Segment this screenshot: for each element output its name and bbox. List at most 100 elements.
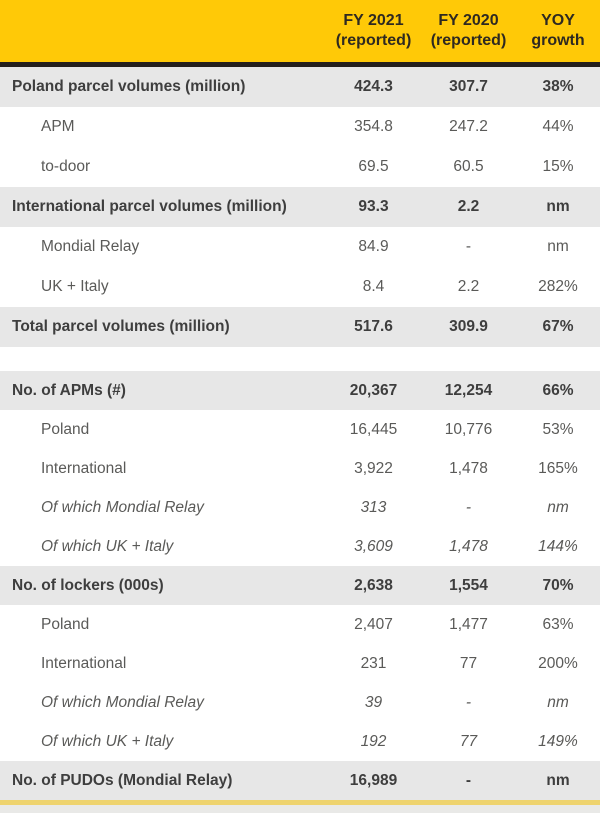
cell-fy2021: 69.5 (358, 158, 389, 175)
cell-fy2021: 16,989 (349, 771, 398, 789)
cell-yoy: 144% (538, 537, 578, 555)
column-header-fy2021-line1: FY 2021 (343, 11, 404, 29)
cell-fy2020: 1,478 (449, 459, 488, 477)
row-label: Poland (41, 420, 90, 438)
cell-yoy: 282% (538, 278, 578, 295)
column-header-yoy-line2: growth (531, 32, 585, 49)
row-label: UK + Italy (41, 278, 109, 295)
cell-yoy: nm (546, 771, 570, 789)
cell-yoy: 165% (538, 459, 578, 477)
cell-fy2021: 16,445 (349, 420, 398, 438)
row-label: International (41, 459, 127, 477)
table-row: No. of APMs (#) 20,367 12,254 66% (0, 371, 600, 410)
cell-fy2020: 77 (459, 732, 478, 750)
row-label: Total parcel volumes (million) (12, 318, 230, 335)
table-section-network: No. of APMs (#) 20,367 12,254 66% Poland 16,4… (0, 371, 600, 800)
table-row: Poland parcel volumes (million) 424.3 307.… (0, 67, 600, 107)
table-row: International 231 77 200% (0, 644, 600, 683)
cell-fy2020: 1,554 (449, 576, 488, 594)
cell-fy2021: 84.9 (358, 238, 389, 255)
row-label: Poland parcel volumes (million) (12, 78, 246, 95)
table-row: UK + Italy 8.4 2.2 282% (0, 267, 600, 307)
table-row: APM 354.8 247.2 44% (0, 107, 600, 147)
cell-fy2020: 2.2 (457, 278, 480, 295)
table-row: Of which Mondial Relay 313 - nm (0, 488, 600, 527)
header-divider (0, 62, 600, 67)
cell-fy2021: 3,922 (354, 459, 393, 477)
row-label: Of which Mondial Relay (41, 498, 204, 516)
row-label: to-door (41, 158, 91, 175)
cell-fy2020: 10,776 (444, 420, 493, 438)
table-section-parcel-volumes: Poland parcel volumes (million) 424.3 307.… (0, 67, 600, 347)
cell-fy2020: 60.5 (453, 158, 484, 175)
cell-fy2020: - (465, 693, 472, 711)
cell-fy2020: 77 (459, 654, 478, 672)
table-row: Mondial Relay 84.9 - nm (0, 227, 600, 267)
cell-fy2021: 192 (360, 732, 387, 750)
column-header-fy2020-line1: FY 2020 (438, 11, 499, 29)
table-row: No. of PUDOs (Mondial Relay) 16,989 - nm (0, 761, 600, 800)
cell-fy2021: 2,407 (354, 615, 393, 633)
cell-yoy: 67% (542, 318, 574, 335)
cell-yoy: nm (546, 198, 570, 215)
row-label: International (41, 654, 127, 672)
cell-fy2020: 247.2 (449, 118, 488, 135)
table-row: Of which UK + Italy 192 77 149% (0, 722, 600, 761)
table-row: Total parcel volumes (million) 517.6 309.9… (0, 307, 600, 347)
cell-fy2021: 231 (360, 654, 387, 672)
cell-yoy: 66% (542, 381, 574, 399)
cell-yoy: nm (547, 498, 569, 516)
row-label: No. of PUDOs (Mondial Relay) (12, 771, 233, 789)
table-row: Of which UK + Italy 3,609 1,478 144% (0, 527, 600, 566)
table-header: FY 2021 (reported) FY 2020 (reported) YO… (0, 0, 600, 62)
column-header-yoy-line1: YOY (541, 11, 575, 29)
cell-yoy: 53% (542, 420, 574, 438)
cell-fy2021: 424.3 (354, 78, 393, 95)
column-header-fy2020: FY 2020 (reported) (421, 11, 516, 52)
column-header-yoy: YOY growth (516, 11, 600, 52)
cell-yoy: nm (547, 693, 569, 711)
cell-fy2020: - (465, 238, 472, 255)
cell-fy2020: 2.2 (457, 198, 480, 215)
cell-fy2020: 307.7 (449, 78, 488, 95)
cell-yoy: nm (547, 238, 569, 255)
table-row: International 3,922 1,478 165% (0, 449, 600, 488)
cell-yoy: 63% (542, 615, 574, 633)
row-label: No. of APMs (#) (12, 381, 126, 399)
table-row: Of which Mondial Relay 39 - nm (0, 683, 600, 722)
cell-fy2021: 20,367 (349, 381, 398, 399)
cell-fy2021: 354.8 (354, 118, 393, 135)
table-row: No. of lockers (000s) 2,638 1,554 70% (0, 566, 600, 605)
column-header-fy2020-line2: (reported) (430, 32, 507, 49)
column-header-fy2021: FY 2021 (reported) (326, 11, 421, 52)
cell-fy2020: - (465, 498, 472, 516)
cell-fy2020: 309.9 (449, 318, 488, 335)
row-label: Mondial Relay (41, 238, 140, 255)
row-label: Of which UK + Italy (41, 732, 174, 750)
cell-fy2021: 517.6 (354, 318, 393, 335)
row-label: International parcel volumes (million) (12, 198, 287, 215)
cell-yoy: 200% (538, 654, 578, 672)
row-label: APM (41, 118, 75, 135)
row-label: Of which UK + Italy (41, 537, 174, 555)
row-label: No. of lockers (000s) (12, 576, 164, 594)
cell-fy2021: 2,638 (354, 576, 393, 594)
cell-fy2020: 1,478 (449, 537, 488, 555)
section-gap (0, 347, 600, 371)
cell-fy2021: 8.4 (362, 278, 385, 295)
cell-fy2021: 39 (364, 693, 383, 711)
cell-fy2021: 313 (360, 498, 387, 516)
cell-yoy: 70% (542, 576, 574, 594)
table-row: Poland 16,445 10,776 53% (0, 410, 600, 449)
cell-yoy: 38% (542, 78, 574, 95)
cell-fy2020: - (465, 771, 472, 789)
bottom-strip (0, 805, 600, 813)
table-row: Poland 2,407 1,477 63% (0, 605, 600, 644)
bottom-accent-bar (0, 800, 600, 805)
cell-yoy: 149% (538, 732, 578, 750)
row-label: Of which Mondial Relay (41, 693, 204, 711)
cell-yoy: 44% (542, 118, 574, 135)
column-header-fy2021-line2: (reported) (335, 32, 412, 49)
cell-fy2020: 12,254 (444, 381, 493, 399)
